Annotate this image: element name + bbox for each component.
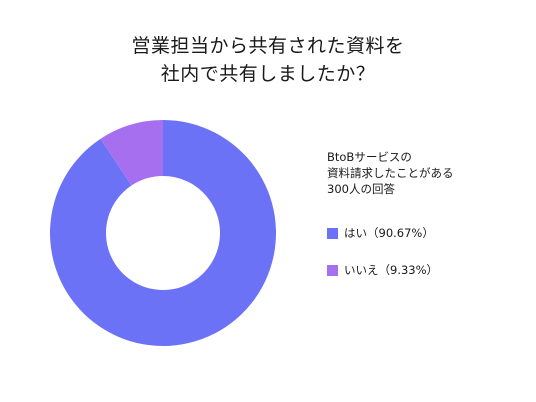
legend-label-no: いいえ — [344, 263, 379, 277]
respondent-note: BtoBサービスの 資料請求したことがある 300人の回答 — [327, 149, 454, 197]
respondent-note-line-3: 300人の回答 — [327, 182, 395, 196]
legend-swatch-no — [327, 264, 338, 276]
respondent-note-line-1: BtoBサービスの — [327, 150, 412, 164]
chart-title-line-2: 社内で共有しましたか？ — [160, 63, 376, 85]
legend-swatch-yes — [327, 227, 338, 239]
legend-pct-no: （9.33%） — [378, 263, 439, 277]
legend-label-yes: はい — [344, 226, 367, 240]
donut-slice-no — [100, 120, 163, 186]
legend-pct-yes: （90.67%） — [367, 226, 434, 240]
respondent-note-line-2: 資料請求したことがある — [327, 166, 454, 180]
donut-slice-yes — [49, 120, 277, 346]
legend-item-yes: はい （90.67%） — [327, 226, 434, 240]
chart-title-line-1: 営業担当から共有された資料を — [131, 35, 405, 57]
chart-title: 営業担当から共有された資料を 社内で共有しましたか？ — [0, 32, 536, 88]
legend-item-no: いいえ （9.33%） — [327, 263, 438, 277]
